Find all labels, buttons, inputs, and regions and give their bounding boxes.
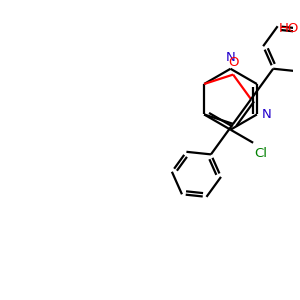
- Text: N: N: [262, 108, 272, 121]
- Text: N: N: [226, 50, 236, 64]
- Text: Cl: Cl: [255, 147, 268, 160]
- Text: HO: HO: [279, 22, 299, 35]
- Text: O: O: [228, 56, 238, 69]
